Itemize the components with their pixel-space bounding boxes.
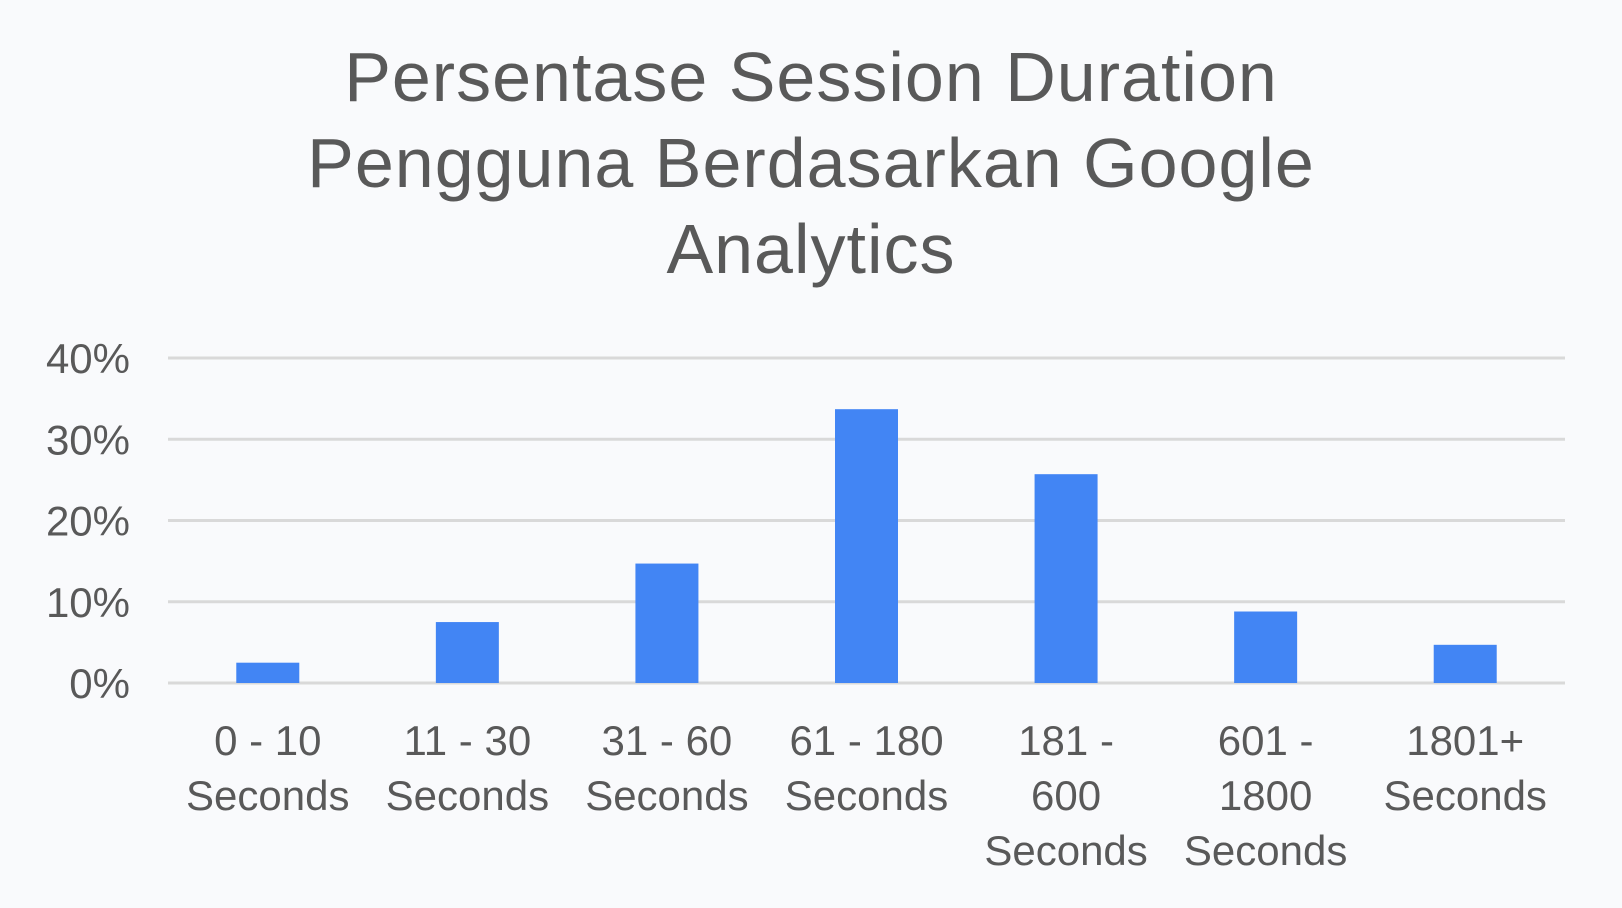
x-tick-label: 61 - 180 Seconds bbox=[785, 717, 948, 819]
chart-title: Persentase Session Duration Pengguna Ber… bbox=[0, 34, 1622, 292]
chart-title-line-1: Persentase Session Duration bbox=[344, 38, 1278, 116]
y-tick-label: 10% bbox=[46, 579, 130, 626]
x-tick-label: 0 - 10 Seconds bbox=[186, 717, 349, 819]
x-tick-label: 31 - 60 Seconds bbox=[585, 717, 748, 819]
bar bbox=[1034, 474, 1098, 683]
bar bbox=[635, 563, 699, 683]
y-tick-label: 30% bbox=[46, 416, 130, 463]
bar bbox=[1234, 611, 1298, 683]
y-tick-label: 20% bbox=[46, 498, 130, 545]
x-tick-label: 601 -1800 Seconds bbox=[1184, 717, 1347, 874]
bar bbox=[236, 662, 300, 683]
bar bbox=[835, 409, 898, 683]
chart-title-line-2: Pengguna Berdasarkan Google bbox=[307, 124, 1315, 202]
x-axis-ticks: 0 - 10 Seconds 11 - 30 Seconds 31 - 60 Second… bbox=[186, 717, 1547, 874]
y-axis-ticks: 0% 10% 20% 30% 40% bbox=[46, 335, 130, 707]
x-tick-label: 1801+ Seconds bbox=[1383, 717, 1546, 819]
x-tick-label: 181 -600 Seconds bbox=[984, 717, 1147, 874]
y-tick-label: 40% bbox=[46, 335, 130, 382]
bar bbox=[435, 622, 499, 683]
bars bbox=[236, 409, 1497, 683]
chart-title-line-3: Analytics bbox=[666, 210, 956, 288]
bar bbox=[1433, 644, 1497, 683]
x-tick-label: 11 - 30 Seconds bbox=[386, 717, 549, 819]
y-tick-label: 0% bbox=[69, 660, 130, 707]
